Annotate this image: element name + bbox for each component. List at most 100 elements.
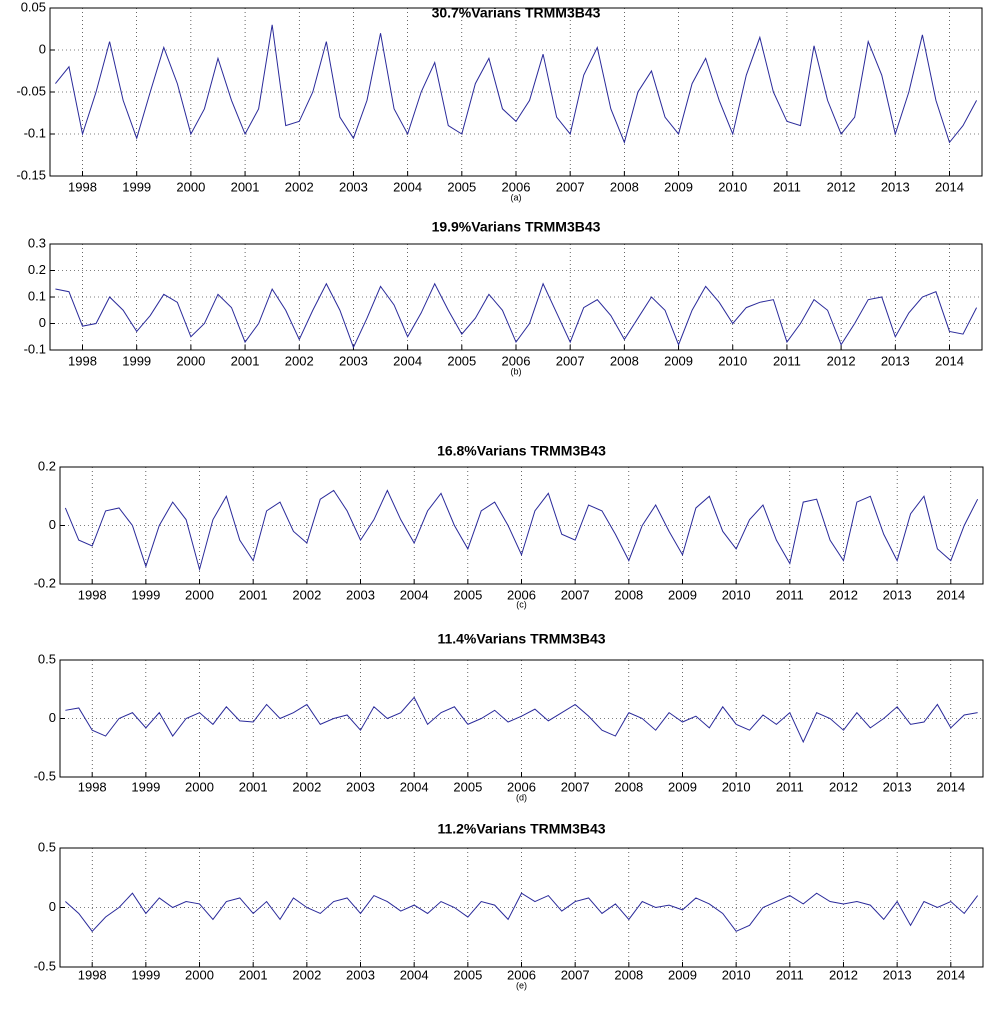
x-tick-label: 2012 bbox=[827, 353, 856, 368]
axes-box bbox=[49, 7, 983, 177]
x-tick-label: 2003 bbox=[346, 967, 375, 982]
x-tick-label: 1998 bbox=[78, 967, 107, 982]
x-tick-label: 2005 bbox=[453, 779, 482, 794]
x-tick-label: 2012 bbox=[829, 779, 858, 794]
x-tick-label: 2002 bbox=[292, 779, 321, 794]
y-tick-label: 0 bbox=[49, 899, 56, 914]
y-tick-label: 0.2 bbox=[28, 262, 46, 277]
x-tick-label: 2013 bbox=[881, 353, 910, 368]
x-tick-label: 2010 bbox=[722, 779, 751, 794]
y-tick-label: -0.15 bbox=[16, 167, 46, 182]
axes-box bbox=[59, 466, 984, 585]
x-tick-label: 2009 bbox=[664, 353, 693, 368]
caption: (d) bbox=[516, 792, 527, 802]
x-tick-label: 1999 bbox=[122, 353, 151, 368]
x-tick-label: 2005 bbox=[453, 587, 482, 602]
y-tick-label: 0.1 bbox=[28, 288, 46, 303]
y-tick-label: -0.5 bbox=[34, 768, 56, 783]
x-tick-label: 2010 bbox=[718, 179, 747, 194]
x-tick-label: 1998 bbox=[68, 179, 97, 194]
x-tick-label: 2011 bbox=[776, 779, 804, 794]
x-tick-label: 2004 bbox=[400, 967, 429, 982]
x-tick-label: 2011 bbox=[773, 179, 801, 194]
x-tick-label: 2001 bbox=[239, 587, 268, 602]
data-line bbox=[64, 489, 979, 572]
chart-title: 19.9%Varians TRMM3B43 bbox=[432, 219, 601, 235]
axes-box bbox=[59, 659, 984, 778]
x-tick-label: 2002 bbox=[285, 179, 314, 194]
axes-box bbox=[59, 847, 984, 968]
y-tick-label: 0 bbox=[49, 710, 56, 725]
x-tick-label: 2010 bbox=[718, 353, 747, 368]
x-tick-label: 2002 bbox=[292, 587, 321, 602]
y-tick-label: 0 bbox=[39, 315, 46, 330]
x-tick-label: 1999 bbox=[131, 967, 160, 982]
x-tick-label: 1999 bbox=[122, 179, 151, 194]
x-tick-label: 2001 bbox=[239, 967, 268, 982]
x-tick-label: 2008 bbox=[614, 967, 643, 982]
x-tick-label: 2002 bbox=[285, 353, 314, 368]
x-tick-label: 2001 bbox=[231, 353, 260, 368]
axes-box bbox=[49, 243, 983, 351]
x-tick-label: 2004 bbox=[400, 779, 429, 794]
x-tick-label: 2014 bbox=[935, 353, 964, 368]
x-tick-label: 2003 bbox=[339, 353, 368, 368]
x-tick-label: 2014 bbox=[936, 587, 965, 602]
data-line bbox=[55, 24, 978, 144]
data-line bbox=[65, 892, 979, 933]
x-tick-label: 2012 bbox=[829, 587, 858, 602]
y-tick-label: 0 bbox=[49, 517, 56, 532]
x-tick-label: 2008 bbox=[610, 179, 639, 194]
x-tick-label: 2012 bbox=[827, 179, 856, 194]
x-tick-label: 2009 bbox=[668, 967, 697, 982]
x-tick-label: 2008 bbox=[614, 779, 643, 794]
x-tick-label: 2009 bbox=[668, 779, 697, 794]
x-tick-label: 2014 bbox=[936, 967, 965, 982]
chart-title: 11.4%Varians TRMM3B43 bbox=[437, 631, 605, 647]
x-tick-label: 2013 bbox=[883, 779, 912, 794]
caption: (c) bbox=[516, 599, 527, 609]
x-tick-label: 2010 bbox=[722, 587, 751, 602]
x-tick-label: 2000 bbox=[185, 779, 214, 794]
x-tick-label: 2004 bbox=[393, 179, 422, 194]
chart-title: 11.2%Varians TRMM3B43 bbox=[437, 821, 605, 837]
x-tick-label: 2001 bbox=[239, 779, 268, 794]
y-tick-label: 0.05 bbox=[21, 0, 46, 14]
y-tick-label: -0.5 bbox=[34, 958, 56, 973]
x-tick-label: 2013 bbox=[881, 179, 910, 194]
x-tick-label: 1998 bbox=[78, 779, 107, 794]
x-tick-label: 2009 bbox=[668, 587, 697, 602]
y-tick-label: 0.3 bbox=[28, 235, 46, 250]
caption: (e) bbox=[516, 980, 527, 990]
x-tick-label: 2013 bbox=[883, 967, 912, 982]
x-tick-label: 1999 bbox=[131, 779, 160, 794]
x-tick-label: 2011 bbox=[776, 587, 804, 602]
x-tick-label: 2000 bbox=[185, 587, 214, 602]
x-tick-label: 2003 bbox=[346, 587, 375, 602]
x-tick-label: 2006 bbox=[502, 353, 531, 368]
x-tick-label: 2014 bbox=[935, 179, 964, 194]
x-tick-label: 2000 bbox=[176, 353, 205, 368]
x-tick-label: 2014 bbox=[936, 779, 965, 794]
x-tick-label: 2008 bbox=[614, 587, 643, 602]
x-tick-label: 2000 bbox=[176, 179, 205, 194]
y-tick-label: 0.5 bbox=[38, 651, 56, 666]
x-tick-label: 2006 bbox=[507, 967, 536, 982]
caption: (a) bbox=[511, 192, 522, 202]
x-tick-label: 2005 bbox=[447, 179, 476, 194]
data-line bbox=[65, 696, 978, 744]
y-tick-label: 0 bbox=[39, 41, 46, 56]
x-tick-label: 2004 bbox=[393, 353, 422, 368]
x-tick-label: 2007 bbox=[561, 587, 590, 602]
x-tick-label: 1998 bbox=[78, 587, 107, 602]
x-tick-label: 1999 bbox=[131, 587, 160, 602]
x-tick-label: 2002 bbox=[292, 967, 321, 982]
y-tick-label: -0.05 bbox=[16, 83, 46, 98]
y-tick-label: -0.1 bbox=[24, 125, 46, 140]
caption: (b) bbox=[511, 366, 522, 376]
x-tick-label: 2004 bbox=[400, 587, 429, 602]
x-tick-label: 2006 bbox=[502, 179, 531, 194]
x-tick-label: 2003 bbox=[339, 179, 368, 194]
